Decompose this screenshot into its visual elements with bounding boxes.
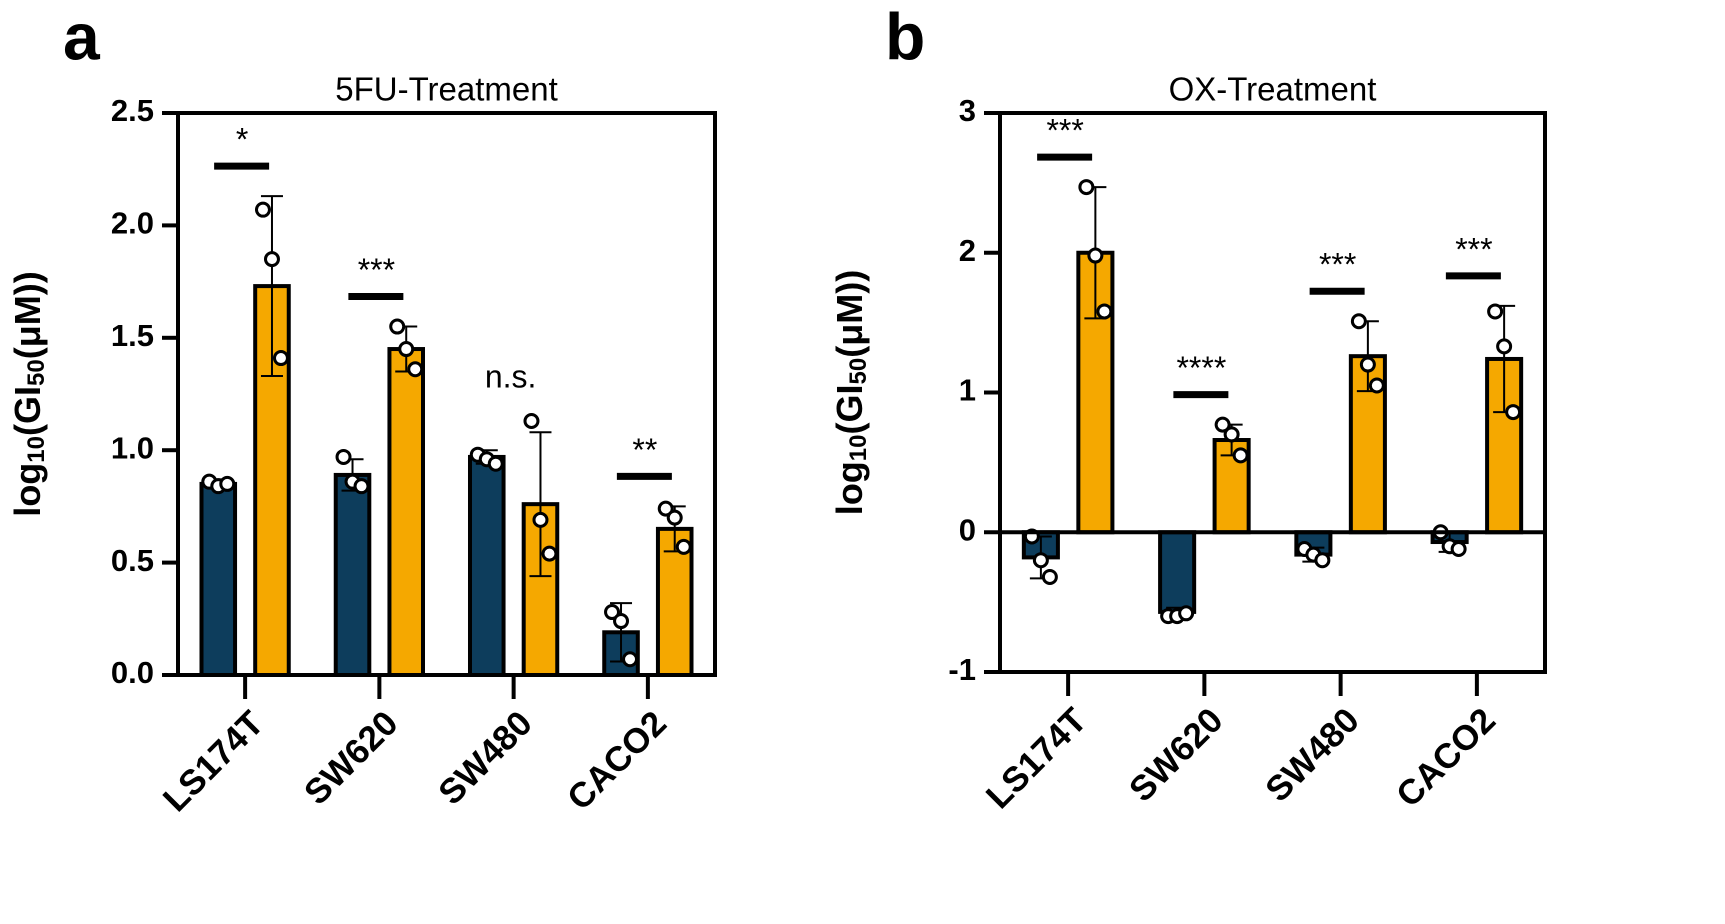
data-point — [541, 545, 558, 562]
panel: a 5FU-Treatment log10(GI50(μM)) 0.0 0.5 1.0 1.… — [7, 0, 717, 820]
y-axis-label-part: 10 — [23, 436, 50, 463]
data-point — [1450, 541, 1467, 558]
data-point — [1087, 247, 1104, 264]
data-point — [675, 538, 692, 555]
data-point — [1314, 552, 1331, 569]
y-axis-label-part: (μM)) — [7, 271, 48, 359]
data-point — [1487, 303, 1504, 320]
x-tick-label: LS174T — [979, 701, 1095, 817]
data-point — [1359, 356, 1376, 373]
y-tick-label: 3 — [959, 93, 976, 128]
y-tick-label: 0.0 — [111, 655, 154, 690]
y-tick-label: 1.5 — [111, 318, 154, 353]
y-axis-label-part: 50 — [23, 359, 50, 386]
bar — [387, 347, 426, 677]
data-point — [622, 651, 639, 668]
significance-label: *** — [1319, 247, 1356, 283]
plot-frame — [998, 111, 1547, 674]
data-point — [407, 361, 424, 378]
y-axis-label-part: log — [829, 461, 870, 515]
data-point — [1041, 568, 1058, 585]
x-tick-label: CACO2 — [560, 704, 674, 818]
y-tick-label: 2.0 — [111, 206, 154, 241]
significance-label: *** — [358, 252, 395, 288]
data-point — [1350, 313, 1367, 330]
data-point — [523, 412, 540, 429]
significance-label: n.s. — [485, 358, 537, 394]
data-point — [263, 251, 280, 268]
y-axis-label: log10(GI50(μM)) — [829, 270, 873, 515]
data-point — [254, 201, 271, 218]
x-tick-label: CACO2 — [1389, 701, 1503, 815]
data-point — [487, 455, 504, 472]
y-axis-label-part: 10 — [845, 435, 872, 462]
data-point — [532, 511, 549, 528]
data-point — [1078, 179, 1095, 196]
chart-title: OX-Treatment — [1169, 71, 1377, 108]
data-point — [398, 341, 415, 358]
y-axis-label-part: (GI — [7, 386, 48, 436]
x-tick-label: SW480 — [1258, 701, 1367, 810]
panel-label: b — [885, 0, 925, 73]
data-point — [1232, 447, 1249, 464]
data-point — [335, 448, 352, 465]
bar — [467, 454, 506, 677]
chart-title: 5FU-Treatment — [335, 71, 558, 108]
panel-label: a — [63, 0, 101, 73]
y-tick-label: -1 — [948, 652, 976, 687]
x-tick-label: SW620 — [1122, 701, 1231, 810]
data-point — [353, 478, 370, 495]
data-point — [1496, 338, 1513, 355]
error-bar — [529, 431, 552, 578]
bar — [1158, 530, 1197, 614]
y-tick-label: 1.0 — [111, 430, 154, 465]
data-point — [1368, 377, 1385, 394]
data-point — [1505, 404, 1522, 421]
y-tick-label: 0 — [959, 512, 976, 547]
y-axis-label-part: log — [7, 463, 48, 517]
significance-label: ** — [632, 432, 657, 468]
y-tick-label: 1 — [959, 373, 976, 408]
y-axis-label-part: (μM)) — [829, 270, 870, 358]
y-axis-label-part: 50 — [845, 358, 872, 385]
significance-label: * — [236, 122, 248, 158]
data-point — [389, 318, 406, 335]
y-tick-label: 0.5 — [111, 543, 154, 578]
y-axis-label: log10(GI50(μM)) — [7, 271, 51, 516]
data-point — [613, 613, 630, 630]
y-tick-label: 2.5 — [111, 93, 154, 128]
data-point — [1032, 552, 1049, 569]
error-bar — [260, 195, 283, 378]
data-point — [1223, 426, 1240, 443]
y-axis-label-part: (GI — [829, 385, 870, 435]
data-point — [272, 350, 289, 367]
plot-frame — [176, 111, 717, 677]
significance-label: **** — [1176, 350, 1226, 386]
bar — [333, 472, 372, 678]
data-point — [657, 500, 674, 517]
y-tick-label: 2 — [959, 233, 976, 268]
significance-label: *** — [1046, 113, 1083, 149]
x-tick-label: SW620 — [297, 704, 406, 813]
data-point — [1096, 303, 1113, 320]
x-tick-label: SW480 — [431, 704, 540, 813]
data-point — [219, 475, 236, 492]
data-point — [604, 604, 621, 621]
panel: b OX-Treatment log10(GI50(μM)) -1 0 1 2 3 *** LS1… — [829, 0, 1547, 817]
data-point — [666, 509, 683, 526]
bar — [199, 481, 238, 678]
x-tick-label: LS174T — [156, 704, 272, 820]
data-point — [1214, 416, 1231, 433]
significance-label: *** — [1455, 231, 1492, 267]
data-point — [1178, 605, 1195, 622]
